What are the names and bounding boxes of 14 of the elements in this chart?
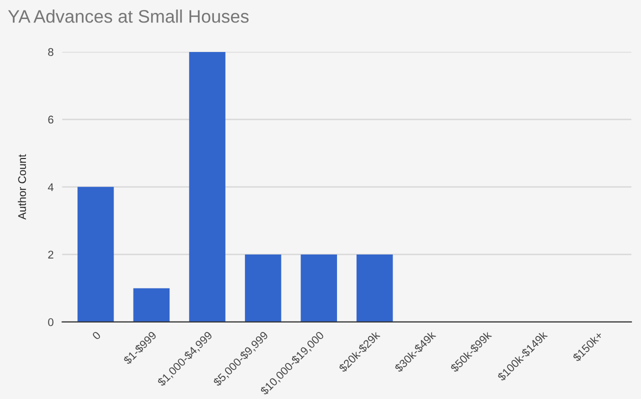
bar (244, 254, 282, 322)
y-tick-label: 6 (48, 116, 54, 124)
chart-title: YA Advances at Small Houses (8, 10, 249, 23)
y-tick-label: 0 (48, 318, 54, 326)
x-tick-label: 0 (92, 330, 102, 340)
y-tick-label: 8 (48, 48, 54, 56)
bar (78, 186, 114, 322)
bar (356, 254, 393, 322)
bar (300, 254, 338, 322)
y-tick-label: 4 (48, 183, 54, 191)
y-tick-label: 2 (48, 250, 54, 258)
bar (189, 52, 226, 322)
y-axis-title: Author Count (18, 154, 26, 220)
bar (133, 288, 170, 322)
